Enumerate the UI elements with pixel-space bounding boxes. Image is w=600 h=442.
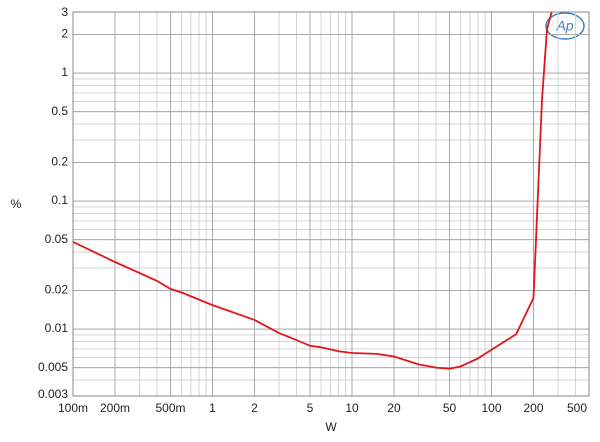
y-tick-label: 1 — [61, 65, 68, 79]
x-tick-label: 1 — [209, 401, 216, 415]
x-tick-label: 5 — [307, 401, 314, 415]
y-tick-label: 0.003 — [38, 387, 68, 401]
y-tick-label: 0.01 — [45, 321, 69, 335]
x-tick-label: 100 — [481, 401, 501, 415]
y-tick-label: 2 — [61, 27, 68, 41]
y-tick-label: 0.2 — [51, 155, 68, 169]
x-tick-label: 200 — [523, 401, 543, 415]
logo-ring — [545, 12, 585, 40]
x-tick-label: 10 — [345, 401, 359, 415]
y-tick-label: 0.05 — [45, 232, 69, 246]
y-tick-label: 3 — [61, 5, 68, 19]
x-tick-label: 20 — [387, 401, 401, 415]
grid — [72, 11, 590, 397]
x-tick-label: 50 — [443, 401, 457, 415]
y-tick-label: 0.1 — [51, 193, 68, 207]
logo: Ap — [545, 12, 585, 40]
data-line — [73, 12, 553, 370]
y-tick-label: 0.005 — [38, 360, 68, 374]
x-tick-label: 500 — [567, 401, 587, 415]
x-tick-label: 100m — [58, 401, 88, 415]
logo-text: Ap — [555, 18, 573, 34]
y-axis-label: % — [11, 197, 22, 211]
x-tick-label: 200m — [100, 401, 130, 415]
plot-frame — [72, 11, 590, 397]
x-tick-label: 2 — [251, 401, 258, 415]
y-tick-label: 0.02 — [45, 283, 69, 297]
x-axis-label: W — [325, 420, 337, 434]
x-tick-label: 500m — [155, 401, 185, 415]
y-tick-label: 0.5 — [51, 104, 68, 118]
